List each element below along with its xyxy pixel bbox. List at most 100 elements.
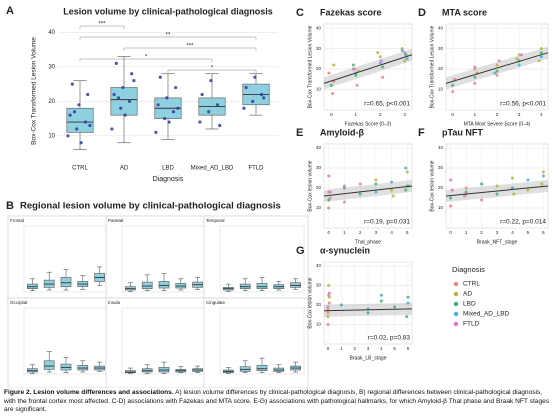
data-point [165, 96, 169, 100]
data-point [242, 106, 246, 110]
data-point [358, 182, 362, 186]
panel-letter: A [6, 5, 14, 17]
data-point [390, 180, 394, 184]
y-axis-label: Box-Cox lesion volume [307, 277, 313, 328]
significance-bracket [79, 25, 125, 29]
fit-line [323, 54, 413, 84]
plot-area [323, 23, 413, 111]
data-point [495, 184, 499, 188]
panel-letter: F [418, 127, 425, 139]
panel-letter: B [6, 200, 14, 212]
data-point [379, 293, 383, 297]
y-tick-label: 10 [438, 205, 444, 210]
data-point [449, 204, 453, 208]
data-point [540, 182, 544, 186]
data-point [132, 79, 136, 83]
x-tick-label: 1 [343, 230, 346, 235]
x-tick-label: 5 [393, 346, 396, 351]
data-point [121, 85, 125, 90]
x-tick-label: 4 [380, 346, 383, 351]
data-point [218, 123, 222, 128]
x-tick-label: 2 [379, 112, 382, 117]
y-tick-label: 40 [316, 145, 322, 150]
x-axis-label: Fazekas Score (0–3) [345, 121, 392, 127]
data-point [450, 188, 454, 192]
data-point [451, 83, 455, 87]
data-point [262, 96, 266, 100]
y-tick-label: 20 [438, 66, 444, 71]
data-point [473, 65, 477, 69]
x-tick-label: 5 [527, 230, 530, 235]
y-tick-label: 30 [316, 46, 322, 51]
data-point [332, 63, 336, 67]
y-axis-label: Box-Cox lesion volume [429, 160, 435, 211]
legend-label: LBD [463, 301, 476, 308]
fit-line [445, 185, 549, 197]
caption: Figure 2. Lesion volume differences and … [4, 389, 550, 415]
data-point [539, 51, 543, 55]
data-point [244, 85, 248, 90]
significance-bracket [79, 36, 257, 40]
x-tick-label: 2 [359, 230, 362, 235]
data-point [495, 69, 499, 73]
data-point [539, 47, 543, 51]
x-tick-label: 5 [406, 230, 409, 235]
legend-swatch [453, 281, 459, 287]
legend-swatch [453, 311, 459, 317]
panel-letter: C [296, 7, 304, 19]
x-tick-label: 1 [355, 112, 358, 117]
legend-label: AD [463, 291, 472, 298]
annotation: r=0.65, p<0.001 [364, 101, 410, 108]
data-point [171, 110, 176, 114]
data-point [449, 196, 453, 200]
data-point [209, 79, 213, 83]
y-tick-label: 10 [438, 87, 444, 92]
x-tick-label: 0 [327, 346, 330, 351]
significance-bracket [167, 69, 257, 73]
legend-swatch [453, 321, 459, 327]
data-point [379, 59, 383, 63]
y-tick-label: 40 [316, 25, 322, 30]
data-point [473, 81, 477, 85]
y-tick-label: 10 [316, 87, 322, 92]
data-point [114, 61, 118, 65]
data-point [326, 322, 330, 326]
fit-line [323, 308, 413, 312]
data-point [327, 174, 331, 178]
panel-title: pTau NFT [442, 127, 483, 137]
y-axis-label: Box-Cox Transformed Lesion Volume [31, 37, 38, 145]
x-tick-label: 3 [518, 112, 521, 117]
y-tick-label: 10 [316, 322, 322, 327]
x-tick-label: 0 [327, 230, 330, 235]
data-point [541, 174, 545, 178]
box [158, 281, 170, 289]
significance-bracket [123, 47, 257, 51]
data-point [119, 106, 123, 110]
data-point [512, 192, 516, 196]
panel-title: Frontal [10, 218, 24, 223]
y-tick-label: 30 [48, 64, 55, 70]
box [141, 281, 153, 290]
x-tick-label: 2 [353, 346, 356, 351]
data-point [497, 59, 501, 63]
x-axis-label: Thal_phase [355, 239, 381, 245]
data-point [480, 182, 484, 186]
data-point [328, 190, 332, 194]
caption-title: Figure 2. Lesion volume differences and … [4, 389, 174, 396]
data-point [251, 99, 255, 103]
data-point [510, 186, 514, 190]
box [43, 360, 55, 370]
y-tick-label: 20 [48, 99, 55, 105]
legend-label: Mixed_AD_LBD [463, 311, 510, 318]
data-point [116, 96, 121, 100]
data-point [156, 103, 160, 107]
data-point [326, 311, 330, 315]
data-point [358, 192, 362, 196]
x-tick-label: 1 [474, 112, 477, 117]
data-point [404, 166, 408, 170]
data-point [374, 178, 378, 182]
data-point [130, 72, 134, 76]
legend-label: FTLD [463, 321, 480, 328]
data-point [127, 99, 132, 103]
panel-letter: E [296, 127, 303, 139]
